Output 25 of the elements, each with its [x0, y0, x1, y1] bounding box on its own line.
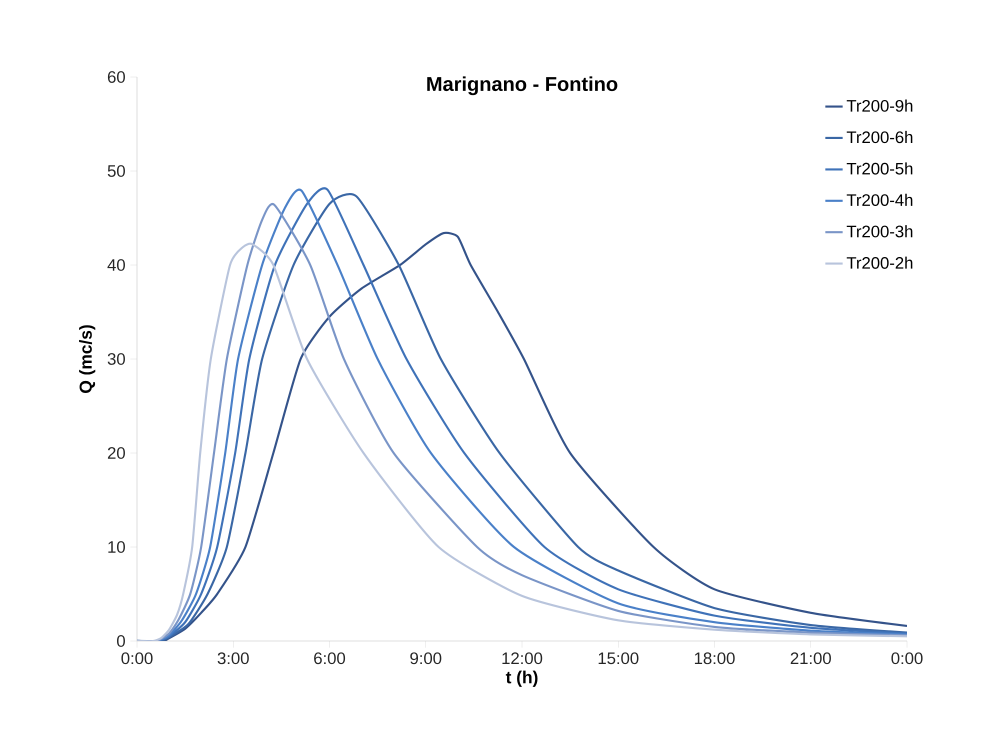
x-axis-title: t (h): [506, 670, 538, 687]
x-tick-label: 0:00: [121, 652, 153, 664]
legend-label: Tr200-2h: [846, 256, 912, 269]
x-tick-label: 12:00: [502, 652, 542, 664]
chart-title: Marignano - Fontino: [427, 76, 618, 96]
x-tick-label: 15:00: [598, 652, 638, 664]
x-tick-label: 6:00: [314, 652, 346, 664]
y-tick-label: 0: [117, 635, 125, 647]
y-tick-label: 20: [108, 447, 125, 459]
legend-label: Tr200-4h: [846, 194, 912, 206]
y-tick-label: 40: [107, 259, 125, 271]
y-axis-title: Q (mc/s): [79, 325, 96, 393]
y-tick-label: 10: [108, 541, 125, 553]
x-tick-label: 21:00: [790, 652, 831, 664]
legend-label: Tr200-5h: [846, 162, 912, 175]
x-tick-label: 0:00: [891, 652, 923, 664]
legend-label: Tr200-9h: [846, 100, 912, 112]
x-tick-label: 9:00: [410, 652, 442, 664]
y-tick-label: 30: [108, 353, 125, 365]
legend-label: Tr200-3h: [846, 225, 912, 238]
y-tick-label: 50: [108, 165, 125, 177]
x-tick-label: 18:00: [694, 652, 735, 664]
legend-label: Tr200-6h: [846, 130, 912, 144]
y-tick-label: 60: [108, 71, 125, 83]
x-tick-label: 3:00: [218, 652, 249, 664]
